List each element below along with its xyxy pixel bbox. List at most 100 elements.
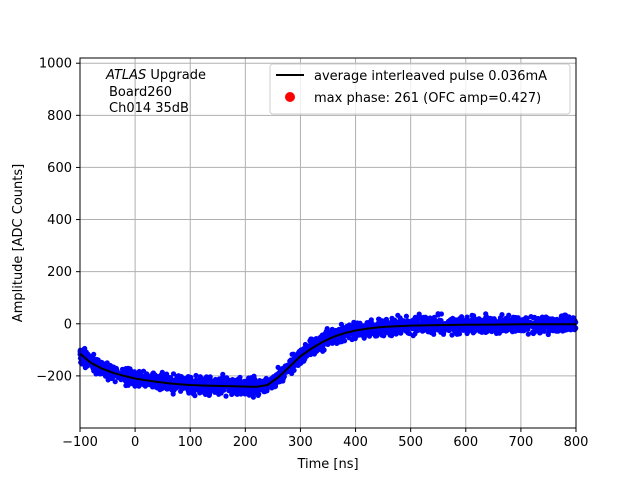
scatter-point <box>389 320 395 326</box>
scatter-point <box>208 386 214 392</box>
scatter-point <box>354 330 360 336</box>
scatter-point <box>439 329 445 335</box>
scatter-point <box>393 331 399 337</box>
scatter-point <box>483 311 489 317</box>
annotation-line-1: ATLAS Upgrade <box>105 68 206 83</box>
scatter-point <box>164 386 170 392</box>
scatter-point <box>109 364 115 370</box>
x-tick-label: 100 <box>178 435 203 450</box>
scatter-point <box>102 362 108 368</box>
scatter-point <box>325 341 331 347</box>
scatter-point <box>449 332 455 338</box>
scatter-point <box>396 319 402 325</box>
annotation-line-2: Board260 <box>109 85 172 100</box>
scatter-point <box>317 335 323 341</box>
scatter-point <box>395 312 401 318</box>
scatter-point <box>551 325 557 331</box>
scatter-point <box>488 318 494 324</box>
x-tick-label: 800 <box>564 435 589 450</box>
scatter-point <box>506 312 512 318</box>
scatter-point <box>334 340 340 346</box>
x-tick-label: 600 <box>453 435 478 450</box>
scatter-point <box>90 365 96 371</box>
legend-label-max-phase: max phase: 261 (OFC amp=0.427) <box>314 91 541 106</box>
scatter-point <box>246 375 252 381</box>
x-tick-label: 700 <box>508 435 533 450</box>
scatter-point <box>322 332 328 338</box>
scatter-point <box>567 317 573 323</box>
scatter-point <box>346 335 352 341</box>
scatter-point <box>412 326 418 332</box>
scatter-point <box>539 314 545 320</box>
scatter-point <box>147 374 153 380</box>
scatter-point <box>246 389 252 395</box>
annotation-line-3: Ch014 35dB <box>109 101 189 116</box>
scatter-point <box>560 326 566 332</box>
x-ticks: −100 0 100 200 300 400 500 600 700 800 <box>62 428 588 450</box>
scatter-point <box>488 326 494 332</box>
scatter-point <box>417 325 423 331</box>
average-pulse-line <box>79 323 576 388</box>
scatter-point <box>355 322 361 328</box>
scatter-point <box>412 331 418 337</box>
scatter-point <box>329 340 335 346</box>
scatter-point <box>251 390 257 396</box>
scatter-point <box>398 330 404 336</box>
scatter-point <box>242 380 248 386</box>
scatter-point <box>220 371 226 377</box>
scatter-point <box>569 324 575 330</box>
scatter-point <box>479 329 485 335</box>
scatter-point <box>120 367 126 373</box>
scatter-point <box>272 384 278 390</box>
scatter-point <box>346 322 352 328</box>
scatter-point <box>562 312 569 318</box>
scatter-point <box>169 384 176 390</box>
scatter-point <box>326 329 332 335</box>
x-tick-label: 400 <box>343 435 368 450</box>
annotation-upgrade: Upgrade <box>146 68 206 83</box>
scatter-point <box>531 314 538 320</box>
y-tick-label: −200 <box>36 369 72 384</box>
scatter-point <box>89 356 95 362</box>
legend-label-average-pulse: average interleaved pulse 0.036mA <box>314 69 547 84</box>
scatter-point <box>464 330 470 337</box>
scatter-point <box>380 326 387 332</box>
scatter-point <box>455 329 461 335</box>
scatter-point <box>181 376 187 382</box>
scatter-point <box>424 325 430 331</box>
scatter-point <box>316 345 322 351</box>
scatter-point <box>400 318 406 324</box>
scatter-point <box>159 369 165 375</box>
scatter-point <box>471 313 477 319</box>
scatter-point <box>339 339 345 345</box>
scatter-point <box>515 315 521 321</box>
scatter-point <box>459 314 465 320</box>
scatter-point <box>125 382 131 388</box>
scatter-point <box>112 379 118 385</box>
scatter-point <box>223 393 229 399</box>
scatter-point <box>169 377 175 383</box>
scatter-point <box>175 375 181 381</box>
scatter-point <box>409 320 415 326</box>
scatter-point <box>383 316 389 322</box>
scatter-point <box>275 364 281 370</box>
scatter-point <box>82 365 88 371</box>
scatter-point <box>417 314 424 321</box>
scatter-point <box>509 319 515 325</box>
scatter-point <box>550 316 556 322</box>
scatter-point <box>508 324 514 330</box>
scatter-point <box>525 331 531 337</box>
scatter-point <box>372 333 379 339</box>
scatter-point <box>449 326 455 332</box>
y-axis-label: Amplitude [ADC Counts] <box>11 164 26 322</box>
legend-marker-swatch <box>285 92 295 102</box>
scatter-point <box>99 369 105 375</box>
scatter-point <box>321 347 327 353</box>
scatter-point <box>238 379 244 385</box>
x-tick-label: 200 <box>233 435 258 450</box>
scatter-point <box>170 371 177 377</box>
scatter-point <box>403 313 409 319</box>
scatter-point <box>308 336 314 342</box>
scatter-point <box>78 359 84 366</box>
